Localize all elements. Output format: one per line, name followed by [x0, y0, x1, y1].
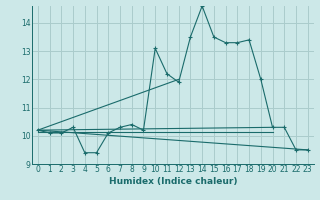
X-axis label: Humidex (Indice chaleur): Humidex (Indice chaleur) [108, 177, 237, 186]
